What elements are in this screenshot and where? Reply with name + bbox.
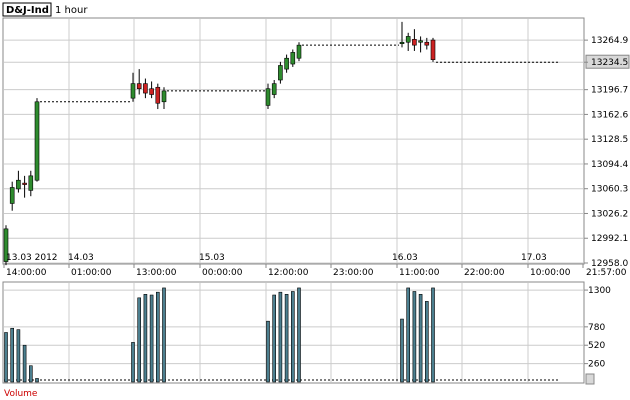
price-tick-label: 13264.9 <box>591 36 628 46</box>
volume-bar <box>290 291 295 383</box>
time-label: 22:00:00 <box>464 268 505 278</box>
candle-body <box>136 83 142 90</box>
candle-body <box>399 41 405 44</box>
price-tick-label: 13060.3 <box>591 185 628 195</box>
volume-bar <box>137 297 141 383</box>
volume-label: Volume <box>4 389 38 399</box>
volume-bar <box>406 287 411 383</box>
volume-bar <box>284 294 289 383</box>
price-tick-label: 13094.4 <box>591 160 628 170</box>
date-label: 17.03 <box>521 253 547 263</box>
volume-bar <box>278 291 283 383</box>
date-labels: 13.03 2012 14.03 15.03 16.03 17.03 <box>6 253 547 263</box>
candle-body <box>418 40 423 43</box>
time-label: 23:00:00 <box>333 268 374 278</box>
date-label: 15.03 <box>199 253 225 263</box>
candle-body <box>405 36 411 43</box>
volume-bar <box>35 378 39 383</box>
symbol-box <box>2 2 52 17</box>
candle-body <box>143 83 148 94</box>
volume-bar <box>272 294 277 383</box>
volume-bar <box>4 332 8 383</box>
candle-body <box>424 41 430 46</box>
date-label: 14.03 <box>68 253 94 263</box>
time-label: 13:00:00 <box>136 268 177 278</box>
volume-tick-label: 520 <box>588 341 605 351</box>
volume-bar <box>412 291 417 383</box>
time-label: 01:00:00 <box>71 268 112 278</box>
volume-bar <box>143 294 148 383</box>
candle-body <box>9 187 15 204</box>
date-label: 13.03 2012 <box>6 253 58 263</box>
time-label: 11:00:00 <box>399 268 440 278</box>
volume-bar <box>424 301 429 383</box>
time-label: 00:00:00 <box>202 268 243 278</box>
candle-body <box>161 90 167 103</box>
timeframe-label: 1 hour <box>55 5 88 16</box>
candle-body <box>16 179 21 190</box>
candle-body <box>149 88 154 95</box>
volume-bar <box>16 329 21 383</box>
volume-bars <box>4 287 560 383</box>
candle-body <box>34 101 40 181</box>
volume-bar <box>149 294 154 383</box>
last-price-label: 13234.5 <box>591 58 628 68</box>
candle-body <box>130 83 136 99</box>
symbol-label: D&J-Ind <box>6 5 49 16</box>
volume-bar <box>28 365 33 383</box>
time-axis: 14:00:00 01:00:00 13:00:00 00:00:00 12:00:00… <box>3 264 627 278</box>
price-tick-label: 13162.6 <box>591 110 628 120</box>
volume-bar <box>22 344 27 383</box>
time-label: 12:00:00 <box>268 268 309 278</box>
volume-tick-label: 260 <box>588 360 605 370</box>
price-tick-label: 13196.7 <box>591 86 628 96</box>
candle-body <box>3 228 9 262</box>
volume-bar <box>297 287 301 383</box>
volume-last-box <box>585 373 595 385</box>
price-grid <box>4 19 583 264</box>
candle-body <box>155 86 161 104</box>
volume-tick-label: 780 <box>588 323 605 333</box>
time-label: 14:00:00 <box>6 268 47 278</box>
volume-bar <box>131 342 135 383</box>
price-tick-label: 13128.5 <box>591 135 628 145</box>
price-tick-label: 12992.1 <box>591 234 628 244</box>
volume-bar <box>418 294 423 383</box>
candle-body <box>284 57 289 70</box>
volume-bar <box>400 318 404 383</box>
candle-body <box>265 88 271 106</box>
volume-tick-label: 1300 <box>588 286 611 296</box>
candle-body <box>290 52 296 65</box>
candle-body <box>412 39 417 46</box>
price-tick-label: 13026.2 <box>591 209 628 219</box>
candle-body <box>430 39 436 60</box>
price-y-axis: 12958.0 12992.1 13026.2 13060.3 13094.4 13128… <box>584 36 630 269</box>
candle-body <box>22 182 27 185</box>
price-level-lines <box>40 44 560 103</box>
candle-body <box>278 65 283 81</box>
volume-bar <box>10 327 14 383</box>
volume-y-axis: 260 520 780 1300 <box>584 286 611 385</box>
volume-bar <box>156 291 160 383</box>
price-tick-label: 12958.0 <box>591 259 628 269</box>
time-label: 21:57:00 <box>586 268 627 278</box>
volume-bar <box>162 287 166 383</box>
candles <box>3 21 436 266</box>
candle-body <box>271 83 277 95</box>
volume-bar <box>431 287 435 383</box>
candle-body <box>296 44 302 59</box>
volume-bar <box>266 320 270 383</box>
candle-body <box>28 175 34 191</box>
time-label: 10:00:00 <box>530 268 571 278</box>
date-label: 16.03 <box>392 253 418 263</box>
